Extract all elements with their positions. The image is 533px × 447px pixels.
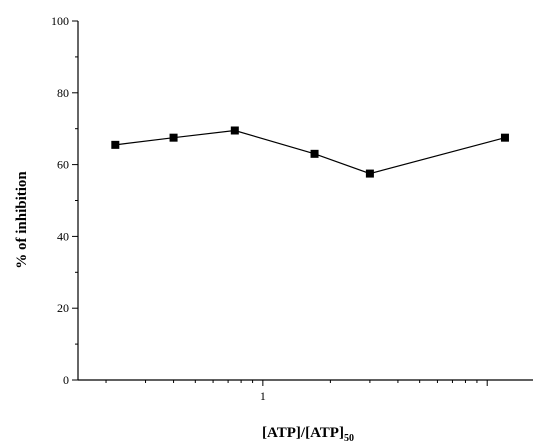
series-polyline — [115, 129, 506, 175]
axes — [77, 21, 533, 381]
data-point — [230, 126, 239, 135]
data-point — [365, 169, 374, 178]
data-point — [500, 133, 509, 142]
data-point — [111, 140, 120, 149]
data-point — [169, 133, 178, 142]
x-axis-label: [ATP]/[ATP]50 — [262, 425, 354, 444]
y-axis-label: % of inhibition — [14, 171, 30, 269]
data-point — [310, 149, 319, 158]
y-tick-label: 100 — [51, 14, 69, 28]
y-ticks: 0 20 40 60 80 100 — [51, 14, 78, 387]
y-tick-label: 0 — [63, 373, 69, 387]
y-tick-label: 20 — [57, 301, 69, 315]
y-tick-label: 80 — [57, 86, 69, 100]
x-axis-label-main: [ATP]/[ATP] — [262, 425, 344, 441]
y-tick-label: 40 — [57, 229, 69, 243]
x-ticks: 1 — [105, 380, 488, 403]
y-tick-label: 60 — [57, 158, 69, 172]
x-tick-label: 1 — [260, 389, 266, 403]
series-line — [111, 126, 509, 178]
x-axis-label-subscript: 50 — [344, 433, 354, 444]
